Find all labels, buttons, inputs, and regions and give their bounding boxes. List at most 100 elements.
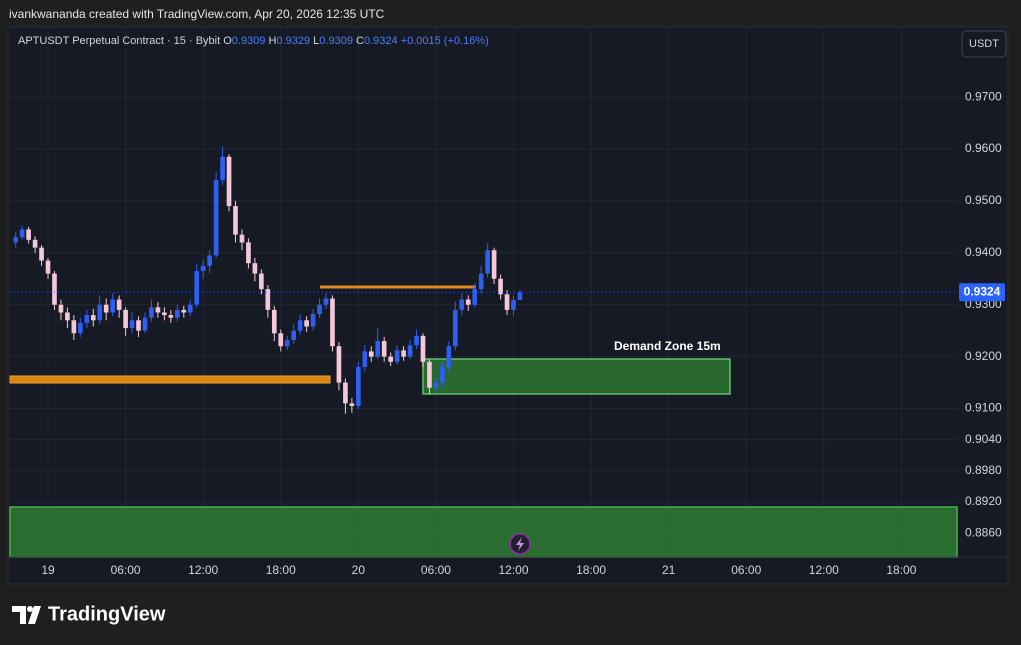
candle-body — [194, 270, 200, 305]
zone-label: Demand Zone 15m — [614, 339, 721, 353]
candle-body — [90, 315, 96, 321]
candle-body — [362, 351, 368, 368]
candle-body — [517, 292, 523, 301]
candle-body — [39, 247, 44, 261]
candle-body — [26, 229, 31, 240]
last-price-box — [959, 283, 1005, 302]
candle-body — [465, 299, 471, 305]
candle-body — [136, 320, 141, 331]
candle-body — [310, 314, 316, 327]
y-tick-label: 0.8920 — [965, 494, 1002, 508]
candle-body — [343, 382, 348, 404]
y-tick-label: 0.9040 — [965, 432, 1002, 446]
x-tick-label: 19 — [41, 563, 55, 577]
candle-body — [213, 180, 219, 256]
x-tick-label: 18:00 — [886, 563, 916, 577]
candle-body — [142, 317, 148, 331]
candle-body — [291, 330, 297, 341]
candle-body — [381, 341, 387, 357]
candle-body — [401, 350, 406, 357]
currency-label[interactable]: USDT — [969, 38, 999, 50]
y-tick-label: 0.9200 — [965, 349, 1002, 363]
candle-body — [123, 309, 128, 329]
x-tick-label: 06:00 — [731, 563, 761, 577]
x-tick-label: 18:00 — [266, 563, 296, 577]
candle-body — [52, 273, 57, 305]
supply-demand-zone — [9, 506, 958, 558]
x-tick-label: 06:00 — [421, 563, 451, 577]
candle-body — [375, 341, 381, 357]
ohlc-legend: APTUSDT Perpetual Contract · 15 · Bybit … — [18, 35, 489, 47]
logo-shape — [28, 606, 41, 624]
x-tick-label: 20 — [352, 563, 366, 577]
y-tick-label: 0.9600 — [965, 141, 1002, 155]
candle-body — [446, 346, 452, 368]
candle-body — [407, 345, 413, 357]
candle-body — [323, 298, 329, 305]
candle-body — [246, 242, 251, 264]
candle-body — [181, 309, 187, 313]
logo-shape — [12, 606, 26, 624]
candle-body — [168, 315, 174, 318]
candle-body — [485, 250, 490, 274]
x-tick-label: 12:00 — [188, 563, 218, 577]
legend-value: 0.9309 — [231, 35, 266, 47]
candle-body — [149, 307, 154, 318]
legend-label: C — [356, 35, 364, 47]
header-text: ivankwananda created with TradingView.co… — [9, 7, 385, 21]
candle-body — [187, 304, 193, 313]
plot — [10, 146, 957, 414]
logo-shape — [27, 606, 33, 612]
candle-body — [317, 304, 322, 315]
candle-body — [103, 304, 109, 313]
x-tick-label: 12:00 — [498, 563, 528, 577]
y-tick-label: 0.8860 — [965, 525, 1002, 539]
candle-body — [220, 156, 225, 181]
candle-body — [58, 304, 64, 313]
candle-body — [284, 340, 290, 347]
y-tick-label: 0.9100 — [965, 401, 1002, 415]
candle-body — [271, 309, 277, 334]
symbol: APTUSDT Perpetual Contract · 15 · Bybit — [18, 35, 221, 47]
legend-label: H — [268, 35, 277, 47]
alert-bolt — [516, 537, 524, 551]
legend-value: 0.9329 — [276, 35, 311, 47]
y-tick-label: 0.9400 — [965, 245, 1002, 259]
x-tick-label: 12:00 — [809, 563, 839, 577]
candle-body — [239, 234, 245, 243]
candle-body — [472, 289, 478, 305]
candle-body — [207, 255, 212, 266]
candle-body — [110, 299, 115, 313]
candle-body — [459, 299, 465, 310]
candle-body — [440, 367, 445, 383]
last-price-label: 0.9324 — [964, 284, 1001, 298]
candle-body — [116, 299, 122, 310]
candle-body — [433, 382, 439, 388]
x-tick-label: 18:00 — [576, 563, 606, 577]
legend-label: O — [223, 35, 232, 47]
candle-body — [13, 237, 19, 243]
candle-body — [226, 156, 232, 207]
candle-body — [162, 312, 167, 316]
candle-body — [388, 356, 393, 362]
candle-body — [427, 361, 432, 388]
x-tick-label: 21 — [662, 563, 676, 577]
candle-body — [252, 263, 258, 274]
candle-body — [97, 304, 103, 321]
legend-change: +0.0015 (+0.16%) — [400, 35, 489, 47]
candle-body — [71, 320, 77, 334]
currency-button[interactable] — [961, 30, 1007, 58]
candle-body — [368, 351, 374, 357]
candle-body — [511, 300, 516, 310]
candle-body — [394, 350, 400, 362]
candle-body — [356, 367, 361, 406]
candle-body — [233, 206, 238, 235]
candle-body — [349, 403, 355, 406]
candle-body — [78, 322, 83, 334]
candle-body — [278, 333, 284, 347]
candle-body — [330, 298, 335, 347]
candle-body — [32, 239, 38, 248]
candle-body — [259, 273, 264, 290]
